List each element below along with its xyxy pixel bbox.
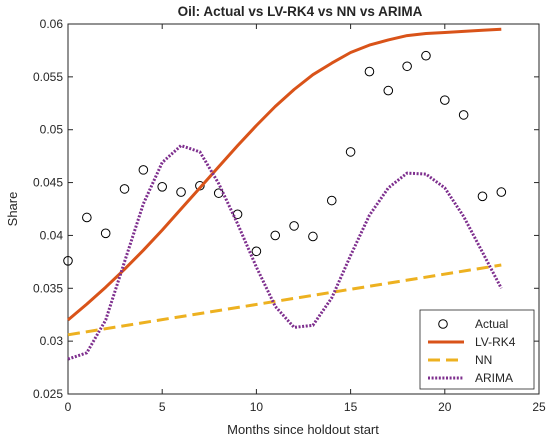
data-point (232, 209, 243, 220)
data-point (326, 195, 337, 206)
chart-title: Oil: Actual vs LV-RK4 vs NN vs ARIMA (178, 4, 423, 19)
data-point (82, 212, 92, 223)
y-tick-label: 0.045 (33, 176, 63, 190)
x-tick-label: 15 (344, 400, 358, 414)
legend-label: NN (475, 353, 492, 367)
data-point (289, 221, 299, 231)
y-tick-label: 0.04 (40, 228, 64, 242)
data-point (270, 230, 281, 241)
legend-label: LV-RK4 (475, 335, 516, 349)
axis-ticks: 0 5 10 15 20 25 0.025 0.03 0.035 0.04 0.045 0.05 0.0… (33, 17, 546, 414)
y-tick-label: 0.05 (40, 123, 64, 137)
y-tick-label: 0.025 (33, 387, 63, 401)
data-point (176, 187, 186, 197)
legend-label: Actual (475, 317, 508, 331)
series-actual (63, 50, 507, 266)
data-point (308, 231, 318, 242)
x-axis-label: Months since holdout start (227, 422, 379, 437)
y-tick-label: 0.06 (40, 17, 64, 31)
data-point (440, 95, 450, 105)
data-point (157, 182, 167, 192)
data-point (383, 85, 394, 96)
data-point (364, 66, 375, 77)
data-point (421, 50, 431, 61)
data-point (63, 256, 73, 266)
y-tick-label: 0.055 (33, 70, 63, 84)
data-point (496, 187, 507, 197)
series-line-lv-rk4 (67, 27, 502, 322)
legend-label: ARIMA (475, 371, 513, 385)
x-tick-label: 0 (65, 400, 72, 414)
x-tick-label: 20 (438, 400, 452, 414)
y-tick-label: 0.03 (40, 334, 64, 348)
series-line-arima (67, 144, 503, 361)
series-line-nn (67, 263, 502, 337)
x-tick-label: 25 (532, 400, 546, 414)
x-tick-label: 5 (159, 400, 166, 414)
data-point (100, 228, 111, 239)
data-point (119, 184, 130, 194)
data-point (402, 61, 412, 72)
data-point (138, 165, 149, 175)
data-point (345, 147, 356, 157)
data-point (477, 191, 488, 202)
x-tick-label: 10 (250, 400, 264, 414)
data-point (251, 246, 262, 257)
y-tick-label: 0.035 (33, 281, 63, 295)
series-layer (63, 27, 507, 361)
y-axis-label: Share (5, 192, 20, 227)
legend-marker (438, 319, 448, 329)
data-point (458, 110, 469, 120)
legend: Actual LV-RK4 NN ARIMA (419, 309, 535, 390)
